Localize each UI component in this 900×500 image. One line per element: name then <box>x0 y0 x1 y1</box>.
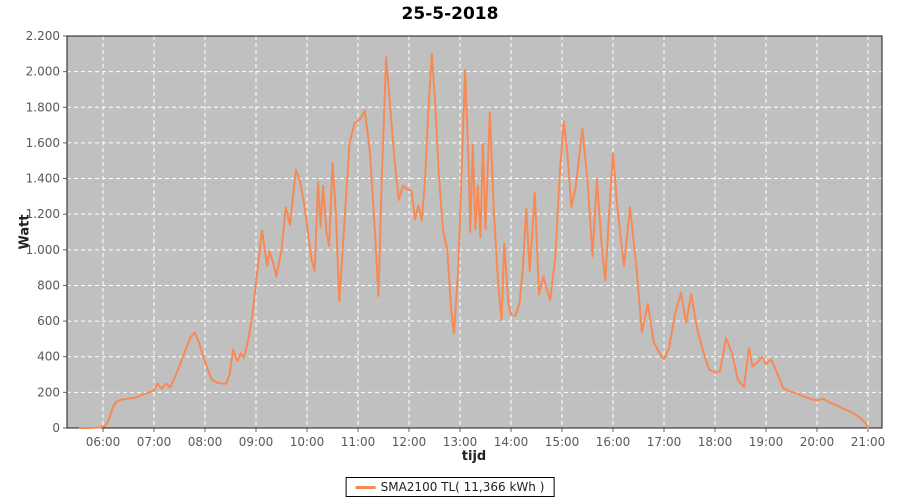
y-tick-label: 400 <box>37 350 60 364</box>
x-axis-title: tijd <box>461 449 487 464</box>
legend: SMA2100 TL( 11,366 kWh ) <box>345 477 555 497</box>
x-tick-label: 15:00 <box>545 435 580 449</box>
x-tick-label: 17:00 <box>647 435 682 449</box>
y-tick-label: 1.800 <box>26 100 60 114</box>
x-tick-label: 12:00 <box>392 435 427 449</box>
chart-title: 25-5-2018 <box>401 4 499 24</box>
legend-label: SMA2100 TL( 11,366 kWh ) <box>380 480 545 494</box>
x-tick-label: 18:00 <box>698 435 733 449</box>
x-tick-label: 14:00 <box>494 435 529 449</box>
x-tick-label: 08:00 <box>188 435 223 449</box>
y-tick-label: 600 <box>37 314 60 328</box>
x-tick-label: 16:00 <box>596 435 631 449</box>
series-line <box>79 52 869 429</box>
y-tick-label: 0 <box>52 421 60 435</box>
x-tick-label: 13:00 <box>443 435 478 449</box>
x-tick-label: 11:00 <box>341 435 376 449</box>
x-tick-label: 10:00 <box>290 435 325 449</box>
x-tick-label: 20:00 <box>800 435 835 449</box>
y-tick-label: 800 <box>37 278 60 292</box>
x-tick-label: 09:00 <box>239 435 274 449</box>
y-tick-label: 2.200 <box>26 29 60 43</box>
x-tick-label: 07:00 <box>137 435 172 449</box>
x-tick-label: 06:00 <box>86 435 121 449</box>
y-tick-label: 1.400 <box>26 172 60 186</box>
y-tick-label: 1.200 <box>26 207 60 221</box>
y-axis-title: Watt <box>17 214 33 250</box>
y-tick-label: 1.600 <box>26 136 60 150</box>
x-tick-label: 21:00 <box>851 435 886 449</box>
y-tick-label: 200 <box>37 385 60 399</box>
x-tick-label: 19:00 <box>749 435 784 449</box>
legend-line-swatch <box>355 485 376 489</box>
y-tick-label: 2.000 <box>26 65 60 79</box>
y-tick-label: 1.000 <box>26 243 60 257</box>
plot-border <box>66 35 883 429</box>
plot-background <box>67 36 882 428</box>
